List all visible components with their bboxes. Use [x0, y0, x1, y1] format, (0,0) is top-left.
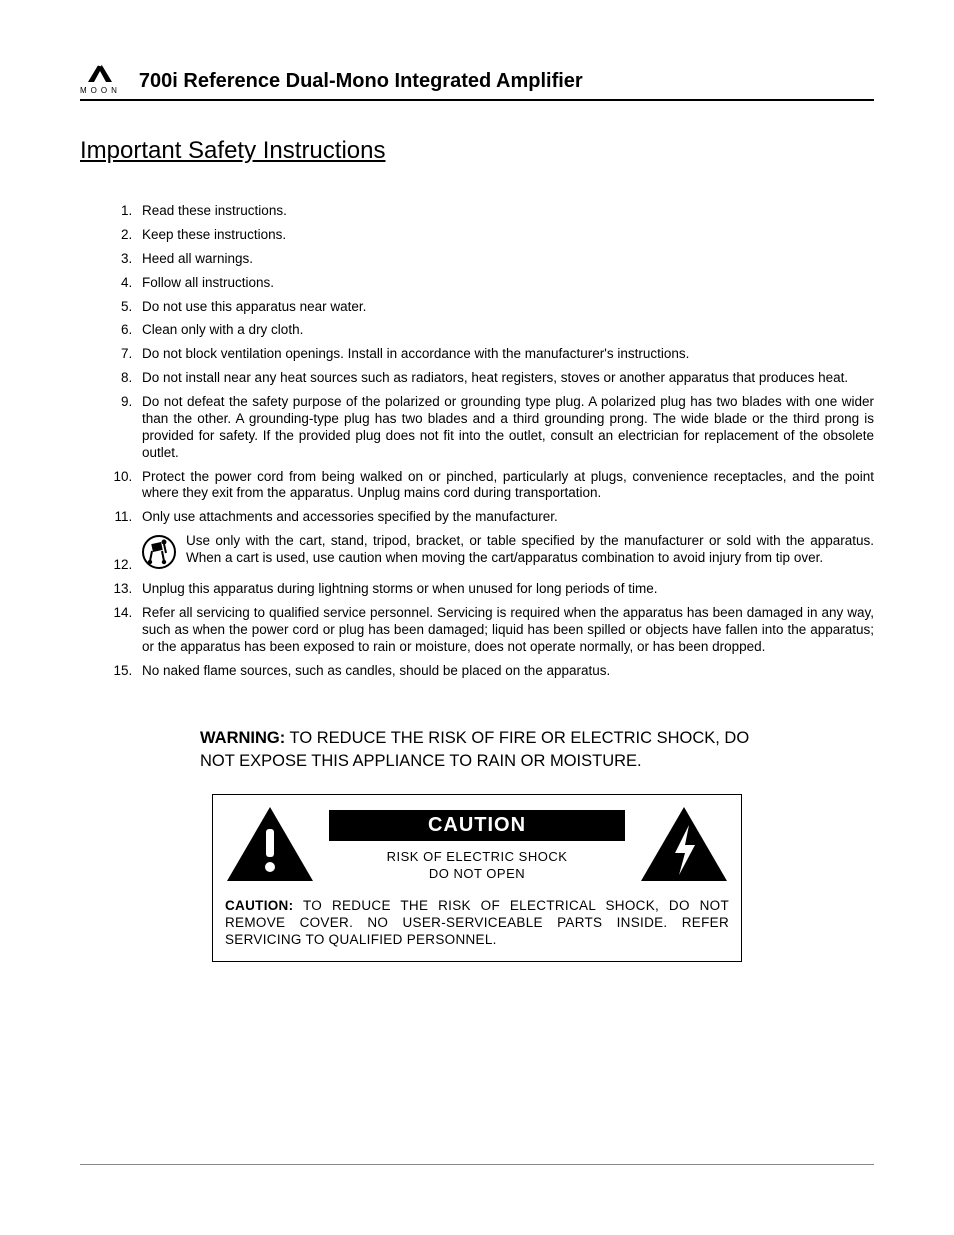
safety-instructions-list: Read these instructions. Keep these instr…	[80, 203, 874, 679]
caution-center: CAUTION RISK OF ELECTRIC SHOCK DO NOT OP…	[325, 810, 629, 883]
instruction-item: Unplug this apparatus during lightning s…	[136, 581, 874, 598]
page: MOON 700i Reference Dual-Mono Integrated…	[0, 0, 954, 1235]
brand-logo: MOON	[80, 60, 121, 95]
caution-bottom-paragraph: CAUTION: TO REDUCE THE RISK OF ELECTRICA…	[225, 898, 729, 949]
moon-logo-icon	[86, 60, 114, 84]
caution-bottom-text: TO REDUCE THE RISK OF ELECTRICAL SHOCK, …	[225, 898, 729, 947]
caution-badge: CAUTION	[329, 810, 625, 841]
instruction-text: Use only with the cart, stand, tripod, b…	[186, 533, 874, 567]
brand-name: MOON	[80, 86, 121, 95]
caution-top-row: CAUTION RISK OF ELECTRIC SHOCK DO NOT OP…	[225, 805, 729, 888]
instruction-item: Do not install near any heat sources suc…	[136, 370, 874, 387]
instruction-item: Do not block ventilation openings. Insta…	[136, 346, 874, 363]
warning-paragraph: WARNING: TO REDUCE THE RISK OF FIRE OR E…	[80, 727, 874, 772]
cart-tip-over-icon	[142, 535, 176, 574]
section-title: Important Safety Instructions	[80, 137, 874, 165]
instruction-item: Clean only with a dry cloth.	[136, 322, 874, 339]
instruction-item: Only use attachments and accessories spe…	[136, 509, 874, 526]
instruction-item: Keep these instructions.	[136, 227, 874, 244]
instruction-item: Protect the power cord from being walked…	[136, 469, 874, 503]
instruction-item: Do not use this apparatus near water.	[136, 299, 874, 316]
instruction-item: Do not defeat the safety purpose of the …	[136, 394, 874, 462]
warning-label: WARNING:	[200, 729, 285, 747]
caution-box: CAUTION RISK OF ELECTRIC SHOCK DO NOT OP…	[212, 794, 742, 962]
instruction-item: Use only with the cart, stand, tripod, b…	[136, 533, 874, 574]
instruction-item: No naked flame sources, such as candles,…	[136, 663, 874, 680]
instruction-item: Refer all servicing to qualified service…	[136, 605, 874, 656]
document-header: MOON 700i Reference Dual-Mono Integrated…	[80, 60, 874, 101]
instruction-item: Follow all instructions.	[136, 275, 874, 292]
caution-sub-line2: DO NOT OPEN	[325, 866, 629, 883]
footer-rule	[80, 1164, 874, 1165]
instruction-item: Read these instructions.	[136, 203, 874, 220]
lightning-triangle-icon	[639, 805, 729, 888]
caution-bottom-label: CAUTION:	[225, 898, 293, 913]
instruction-item: Heed all warnings.	[136, 251, 874, 268]
caution-sub: RISK OF ELECTRIC SHOCK DO NOT OPEN	[325, 849, 629, 883]
caution-sub-line1: RISK OF ELECTRIC SHOCK	[325, 849, 629, 866]
exclamation-triangle-icon	[225, 805, 315, 888]
document-title: 700i Reference Dual-Mono Integrated Ampl…	[139, 70, 583, 95]
